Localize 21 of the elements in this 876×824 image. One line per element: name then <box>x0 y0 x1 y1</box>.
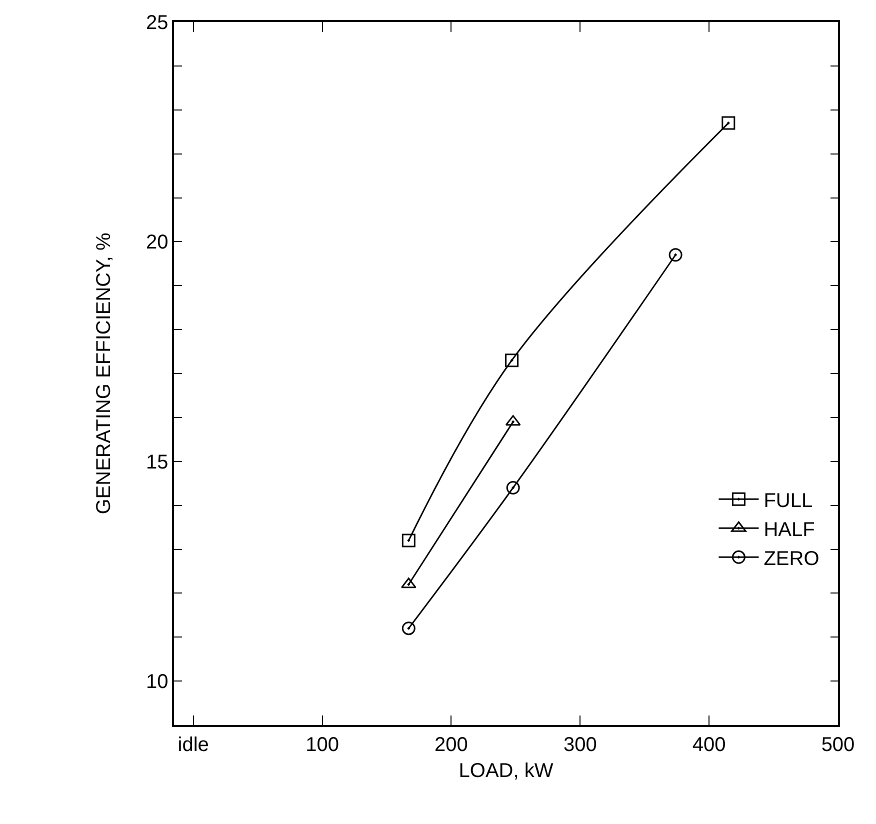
point <box>402 622 416 636</box>
x-tick-label: idle <box>178 734 209 756</box>
point <box>668 248 682 262</box>
x-axis-title: LOAD, kW <box>458 760 554 782</box>
x-tick-label: 200 <box>434 734 468 756</box>
point <box>722 116 736 130</box>
legend-label: FULL <box>764 490 813 512</box>
y-tick-label: 25 <box>146 12 168 34</box>
x-tick-label: 100 <box>306 734 339 756</box>
legend-label: ZERO <box>764 548 820 570</box>
x-tick-label: 400 <box>692 734 726 756</box>
y-tick-label: 20 <box>146 232 168 254</box>
x-tick-label: 300 <box>563 734 597 756</box>
legend-label: HALF <box>764 518 815 541</box>
point <box>506 480 520 494</box>
point <box>505 354 519 368</box>
y-tick-label: 15 <box>146 451 168 474</box>
y-tick-label: 10 <box>146 671 168 694</box>
point <box>402 534 416 548</box>
x-tick-label: 500 <box>821 734 855 756</box>
y-axis-title: GENERATING EFFICIENCY, % <box>93 232 115 514</box>
